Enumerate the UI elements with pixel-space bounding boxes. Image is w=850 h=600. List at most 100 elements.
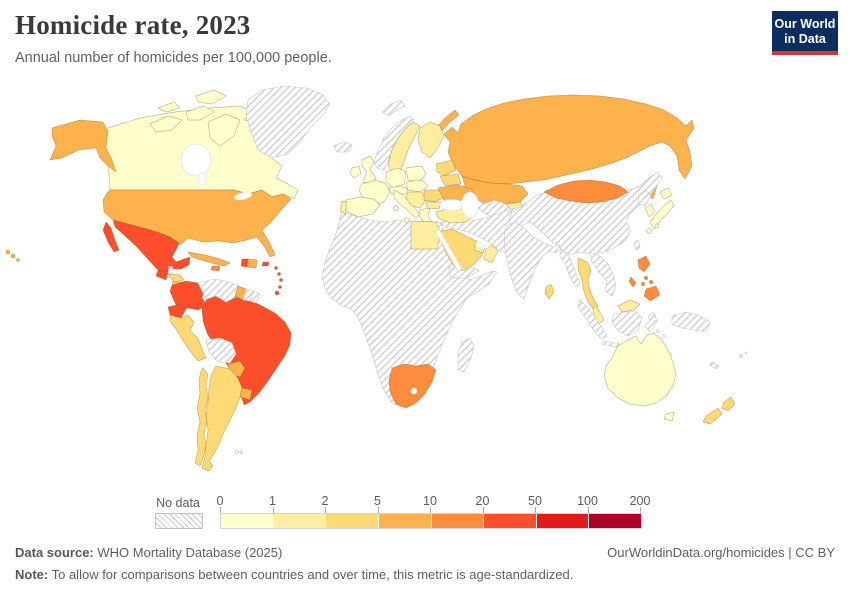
lesser-antilles-region[interactable] (277, 272, 281, 276)
australia-region[interactable] (603, 332, 677, 407)
indochina-region[interactable] (589, 251, 617, 297)
ellesmere-island-region[interactable] (195, 89, 227, 105)
thailand-region[interactable] (577, 257, 599, 311)
fiji-region[interactable] (739, 354, 743, 358)
greenland-region[interactable] (245, 85, 331, 159)
baja-california-region[interactable] (102, 221, 120, 253)
belarus-region[interactable] (439, 173, 462, 187)
sulawesi-region[interactable] (644, 311, 658, 333)
canada-arctic-islands-region[interactable] (185, 105, 215, 121)
hawaii-region[interactable] (5, 249, 11, 255)
honduras-region[interactable] (167, 273, 185, 283)
sumatra-region[interactable] (577, 299, 608, 340)
mexico-region[interactable] (112, 219, 191, 277)
puerto-rico-region[interactable] (261, 261, 270, 267)
legend-segment-20-50[interactable] (484, 514, 537, 528)
czech-slovakia-hungary-region[interactable] (405, 179, 429, 193)
legend-segment-2-5[interactable] (326, 514, 379, 528)
north-korea-region[interactable] (637, 189, 652, 207)
legend-segment-5-10[interactable] (378, 514, 432, 528)
nz-south-island-region[interactable] (702, 407, 723, 425)
fiji-region[interactable] (744, 351, 748, 355)
hawaii-region[interactable] (16, 258, 20, 262)
legend-segment-1-2[interactable] (273, 514, 327, 528)
trinidad-and-tobago-region[interactable] (274, 290, 280, 296)
legend-no-data-swatch[interactable] (155, 513, 203, 529)
bulgaria-region[interactable] (425, 201, 442, 210)
luzon-region[interactable] (637, 255, 651, 273)
south-africa-region[interactable] (388, 363, 437, 409)
svalbard-region[interactable] (382, 99, 406, 117)
argentina-region[interactable] (201, 365, 243, 472)
mongolia-region[interactable] (543, 179, 629, 204)
owid-logo[interactable]: Our World in Data (772, 11, 838, 55)
new-caledonia-region[interactable] (709, 361, 720, 370)
canada-arctic-islands-region[interactable] (157, 101, 181, 113)
mindanao-region[interactable] (643, 285, 661, 302)
maluku-region[interactable] (656, 329, 660, 333)
russia-region[interactable] (443, 94, 695, 185)
finland-region[interactable] (417, 121, 445, 159)
egypt-region[interactable] (410, 220, 442, 250)
belize-region[interactable] (167, 265, 174, 275)
baffin-island-region[interactable] (207, 113, 241, 147)
visayas-region[interactable] (648, 279, 654, 285)
malaysia-borneo-region[interactable] (617, 299, 641, 313)
ireland-region[interactable] (349, 165, 362, 179)
colombia-region[interactable] (169, 280, 207, 312)
dominican-republic-region[interactable] (246, 258, 258, 269)
falkland-islands-region[interactable] (239, 450, 243, 454)
visayas-region[interactable] (640, 281, 646, 287)
kyushu-region[interactable] (646, 228, 652, 234)
peru-region[interactable] (169, 314, 207, 362)
lesser-antilles-region[interactable] (279, 278, 283, 282)
guatemala-region[interactable] (155, 269, 169, 281)
south-korea-region[interactable] (644, 203, 656, 218)
legend-segment-10-20[interactable] (431, 514, 485, 528)
cuba-region[interactable] (187, 251, 231, 267)
kalimantan-region[interactable] (611, 310, 643, 337)
lesotho-region[interactable] (410, 387, 418, 395)
french-guiana-region[interactable] (249, 290, 261, 304)
norway-region[interactable] (373, 115, 415, 171)
bolivia-region[interactable] (205, 337, 237, 364)
lesser-antilles-region[interactable] (278, 285, 282, 289)
poland-region[interactable] (405, 165, 427, 183)
sicily-region[interactable] (404, 217, 410, 223)
papua-new-guinea-region[interactable] (671, 311, 711, 333)
alaska-region[interactable] (49, 119, 117, 173)
sardinia-region[interactable] (393, 205, 399, 211)
switzerland-austria-region[interactable] (387, 185, 409, 195)
yemen-region[interactable] (447, 266, 480, 280)
hawaii-region[interactable] (10, 253, 16, 259)
united-kingdom-region[interactable] (361, 155, 377, 185)
canada-arctic-islands-region[interactable] (149, 115, 183, 133)
romania-region[interactable] (423, 189, 445, 203)
jamaica-region[interactable] (210, 265, 221, 272)
india-region[interactable] (503, 221, 561, 300)
visayas-region[interactable] (643, 275, 649, 281)
germany-region[interactable] (385, 167, 407, 189)
uruguay-region[interactable] (239, 387, 253, 401)
falkland-islands-region[interactable] (234, 449, 240, 455)
italy-region[interactable] (393, 189, 421, 219)
myanmar-region[interactable] (559, 248, 581, 288)
taiwan-region[interactable] (633, 239, 641, 251)
greece-region[interactable] (418, 207, 433, 223)
sri-lanka-region[interactable] (544, 283, 555, 300)
iceland-region[interactable] (333, 141, 353, 153)
shikoku-region[interactable] (654, 223, 660, 229)
madagascar-region[interactable] (457, 337, 475, 373)
lesser-antilles-region[interactable] (274, 266, 278, 270)
oman-region[interactable] (483, 244, 499, 264)
honshu-region[interactable] (649, 199, 675, 230)
balkans-region[interactable] (405, 191, 427, 209)
ecuador-region[interactable] (167, 303, 187, 319)
legend-segment-100-200[interactable] (589, 514, 641, 528)
maluku-region[interactable] (662, 334, 666, 338)
legend-segment-0-1[interactable] (221, 514, 274, 528)
usa-region[interactable] (102, 189, 292, 258)
nz-north-island-region[interactable] (721, 396, 736, 412)
tasmania-region[interactable] (663, 411, 675, 422)
footer-credit-link[interactable]: OurWorldinData.org/homicides | CC BY (607, 545, 835, 560)
